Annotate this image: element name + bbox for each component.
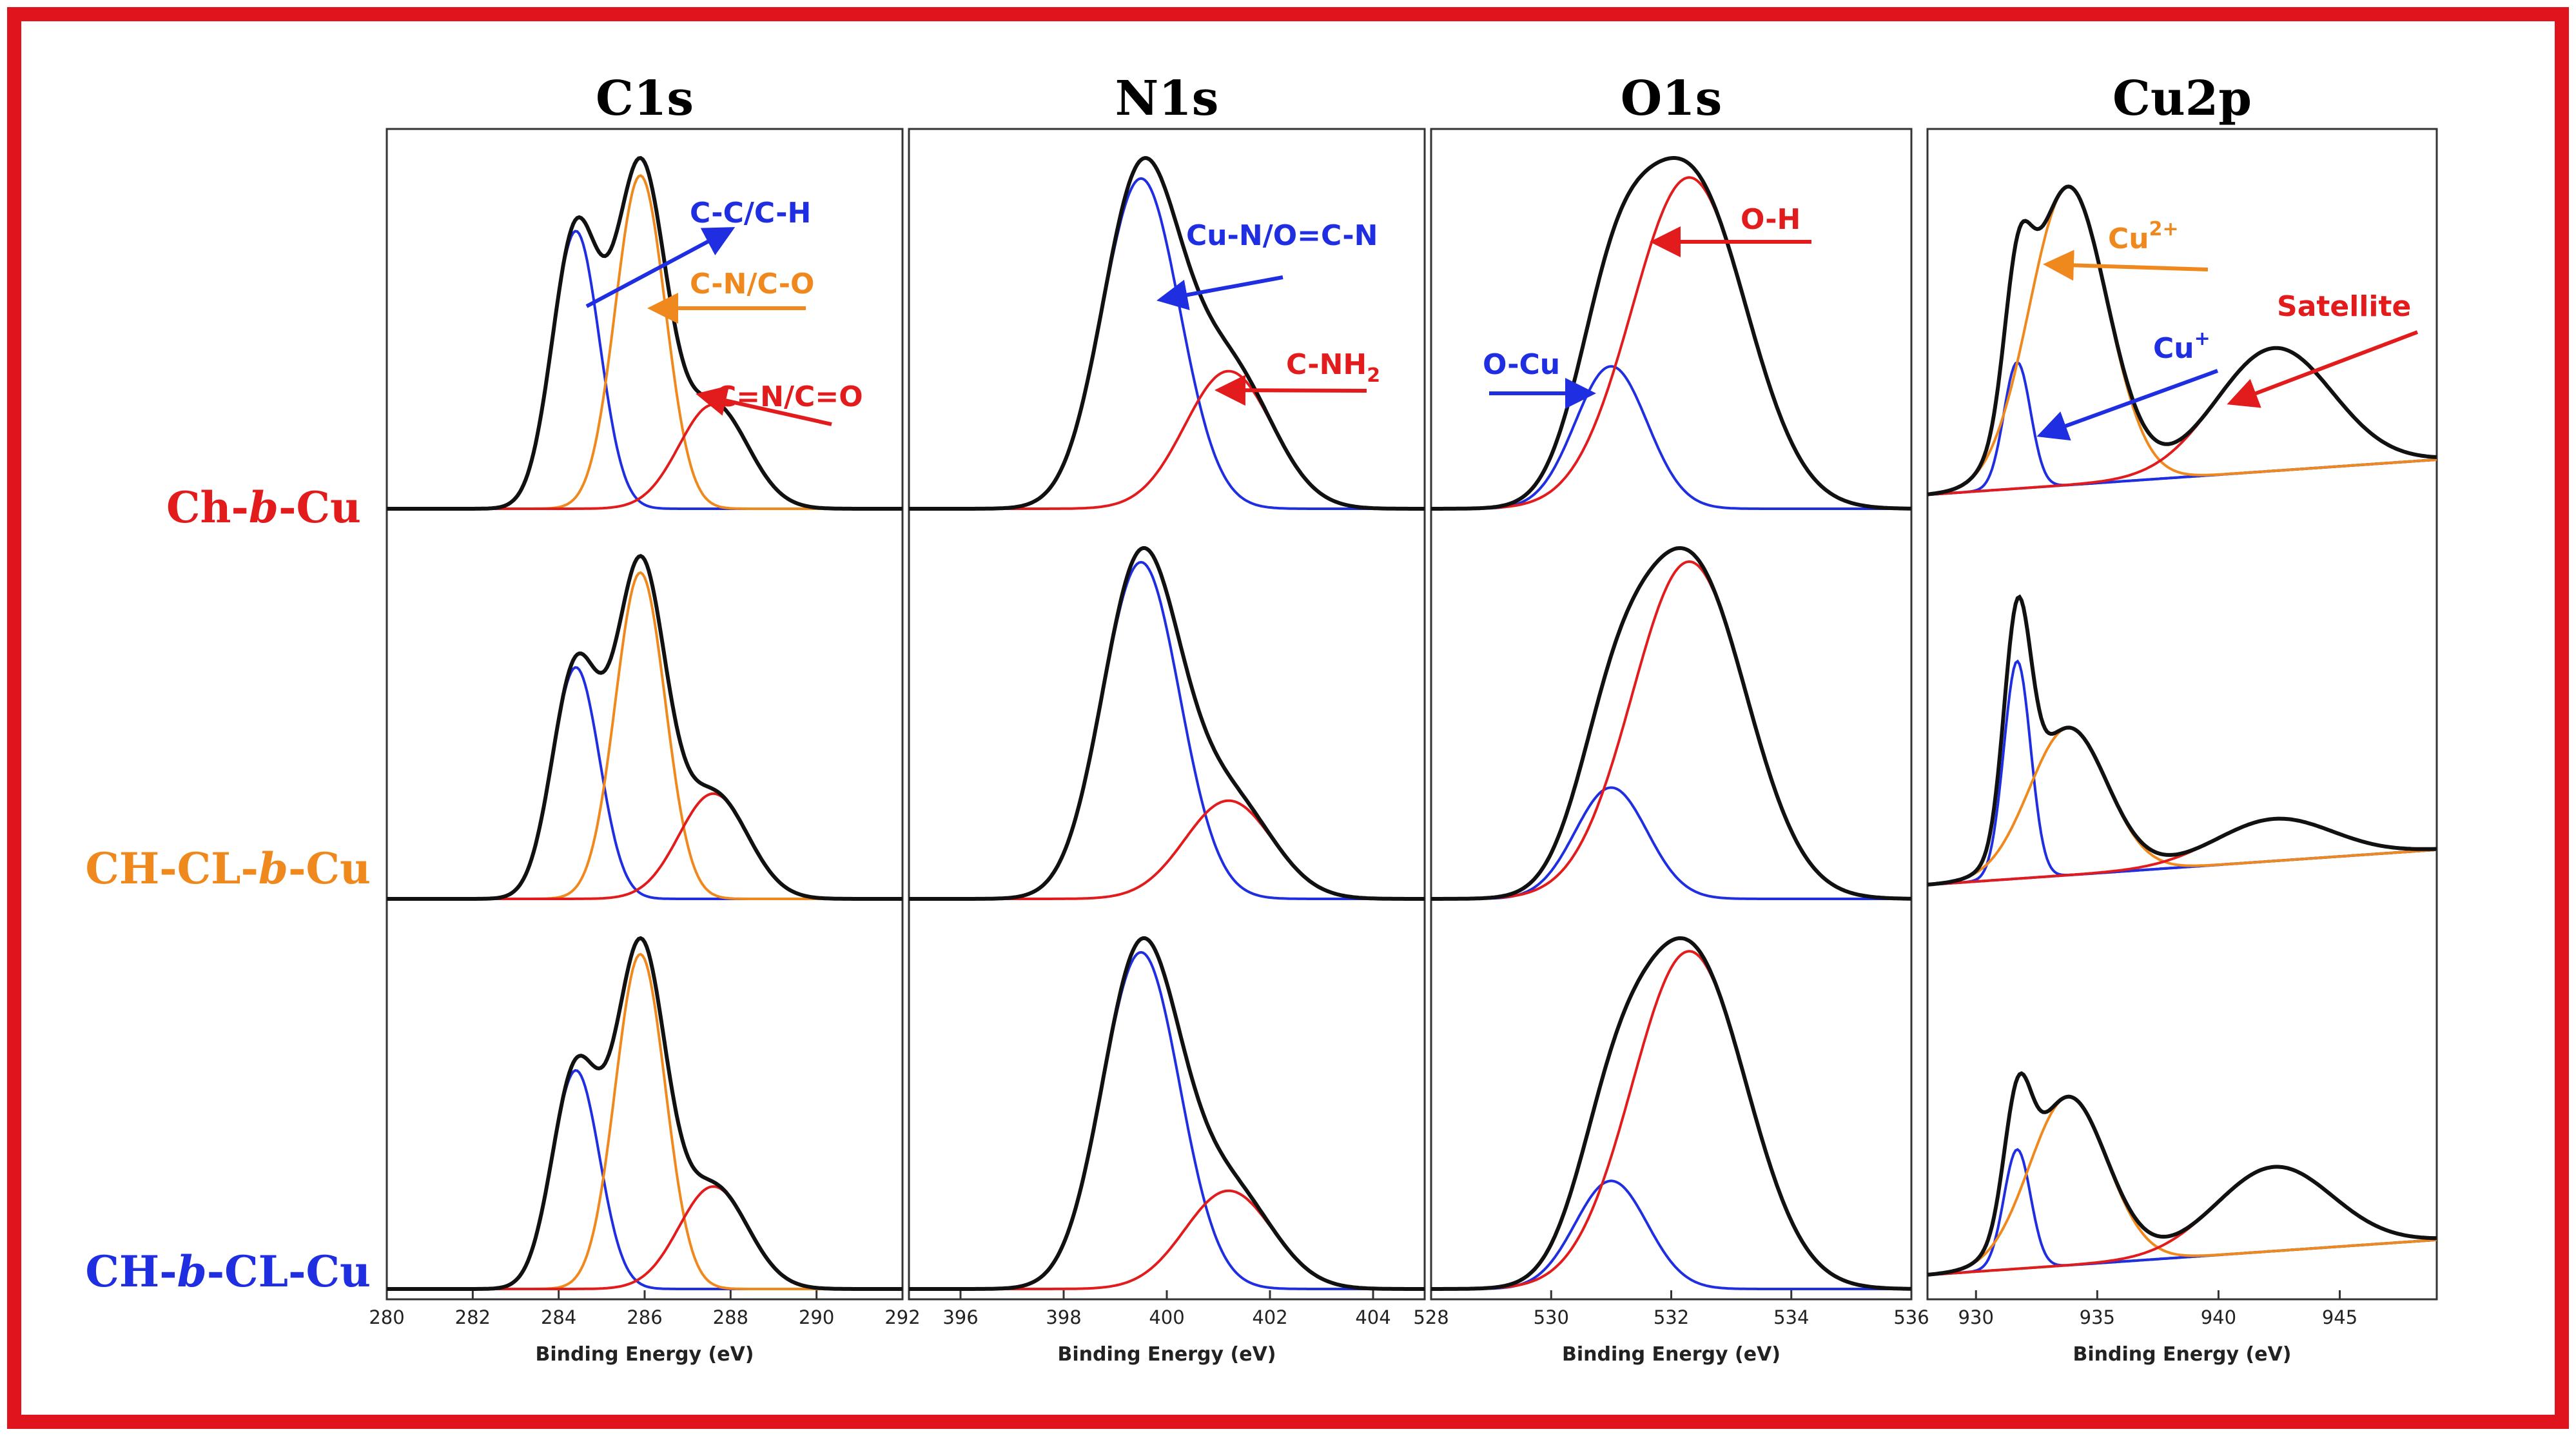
x-tick-label: 935 [2080,1306,2115,1328]
spectrum-row [1431,156,1911,511]
panel-title: N1s [1115,71,1219,126]
panel-cu2p: Cu2p 930 935 940 945 Binding Energy (eV) [1926,71,2438,1366]
annotation: C-N/C-O [647,268,814,324]
envelope-line [1431,156,1911,511]
panel-frame [385,128,904,1301]
annotation: Satellite [2227,290,2419,408]
sample-label: Ch-b-Cu [166,482,361,533]
spectrum-row [387,155,903,511]
x-axis-label: Binding Energy (eV) [536,1343,754,1366]
x-axis-label: Binding Energy (eV) [2073,1343,2292,1366]
component-cu2- [1927,1096,2437,1276]
spectrum-row [387,936,903,1291]
panel-frame [908,128,1426,1301]
envelope-line [1927,594,2437,887]
spectrum-row [1927,594,2437,887]
panel-title: O1s [1621,71,1722,126]
x-tick-label: 292 [884,1306,920,1328]
x-tick-label: 528 [1413,1306,1449,1328]
spectrum-row [909,546,1425,901]
annotation-arrow [2043,250,2209,281]
panel-o1s: O1s 528 530 532 534 536 Binding Energy (eV) [1413,71,1929,1366]
annotation: C=N/C=O [696,380,863,426]
annotation: O-H [1650,203,1811,257]
annotation-arrow [1156,275,1283,310]
annotation-label: C-C/C-H [690,197,811,230]
annotation-arrow [585,227,736,308]
x-tick-label: 404 [1355,1306,1390,1328]
annotation-label: Satellite [2277,290,2411,323]
outer-border [7,7,2569,1429]
component-cu2- [1927,185,2437,496]
x-tick-label: 536 [1893,1306,1929,1328]
envelope-line [1927,184,2437,497]
envelope-line [387,155,903,511]
annotation: Cu2+ [2043,218,2209,281]
annotation-label: C=N/C=O [716,380,863,413]
x-axis-label: Binding Energy (eV) [1058,1343,1276,1366]
sample-label: CH-CL-b-Cu [85,843,371,894]
annotation-arrow [2227,330,2419,408]
panel-title: Cu2p [2113,71,2252,126]
annotation-arrow [696,385,832,426]
annotation-label: Cu-N/O=C-N [1186,219,1378,252]
annotation: C-NH2 [1215,348,1380,406]
spectrum-row [1927,184,2437,497]
x-tick-label: 288 [713,1306,748,1328]
x-tick-label: 290 [799,1306,834,1328]
envelope-line [1927,1071,2437,1277]
spectrum-row [909,936,1425,1291]
annotation-arrow [1215,375,1367,406]
x-tick-label: 945 [2322,1306,2357,1328]
panel-c1s: C1s 280 282 284 286 288 290 292 Binding Energy (… [369,71,920,1366]
x-tick-label: 402 [1252,1306,1287,1328]
x-tick-label: 282 [455,1306,491,1328]
x-tick-label: 286 [627,1306,662,1328]
x-tick-label: 280 [369,1306,404,1328]
x-tick-label: 284 [541,1306,576,1328]
panel-frame [1430,128,1913,1301]
envelope-line [1431,936,1911,1291]
envelope-line [387,554,903,901]
x-tick-label: 534 [1773,1306,1809,1328]
annotation-label: C-N/C-O [690,268,814,300]
spectrum-row [1431,546,1911,901]
x-tick-label: 930 [1958,1306,1994,1328]
annotation: C-C/C-H [585,197,811,308]
x-tick-label: 400 [1149,1306,1184,1328]
annotation: O-Cu [1483,348,1596,409]
annotation-label: O-Cu [1483,348,1560,381]
annotation-label: Cu2+ [2108,218,2179,255]
x-tick-label: 398 [1046,1306,1081,1328]
x-tick-label: 396 [942,1306,978,1328]
spectrum-row [387,554,903,901]
panel-title: C1s [596,71,694,126]
envelope-line [387,936,903,1291]
annotation: Cu-N/O=C-N [1156,219,1378,310]
x-tick-label: 530 [1534,1306,1569,1328]
envelope-line [909,936,1425,1291]
envelope-line [909,546,1425,901]
annotation-label: O-H [1741,203,1800,236]
x-tick-label: 532 [1654,1306,1689,1328]
spectrum-row [1927,1071,2437,1277]
sample-label: CH-b-CL-Cu [85,1246,371,1297]
envelope-line [1431,546,1911,901]
component-cu2- [1927,726,2437,886]
spectrum-row [1431,936,1911,1291]
x-axis-label: Binding Energy (eV) [1562,1343,1781,1366]
spectrum-row [909,155,1425,511]
annotation-arrow [2036,369,2219,441]
annotation-label: C-NH2 [1286,348,1380,387]
panel-n1s: N1s 396 398 400 402 404 Binding Energy (eV) [908,71,1426,1366]
x-tick-label: 940 [2201,1306,2236,1328]
envelope-line [909,155,1425,511]
